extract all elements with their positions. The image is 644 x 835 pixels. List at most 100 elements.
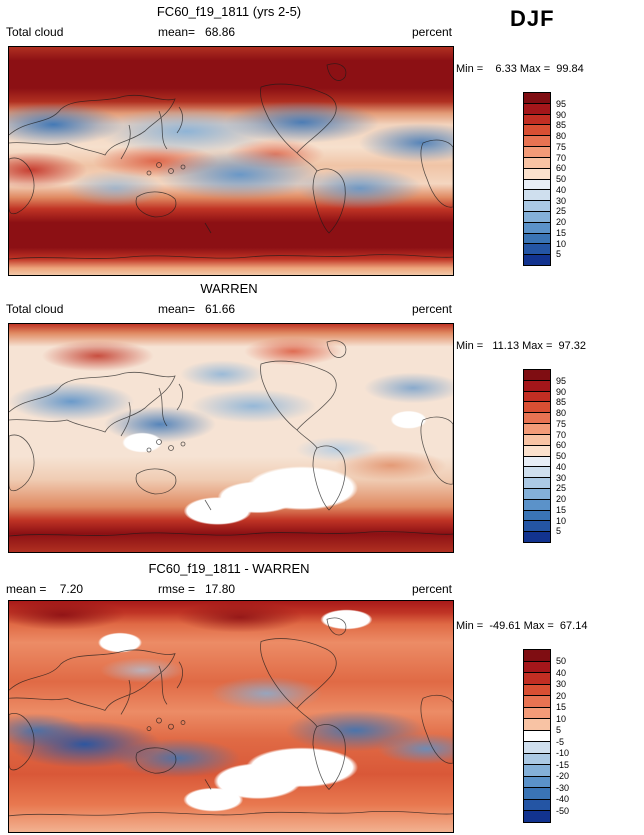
colorbar-cell [524, 390, 550, 402]
colorbar-tick-label: -30 [556, 782, 570, 793]
panel-title: WARREN [200, 281, 258, 296]
colorbar-cell [524, 672, 550, 684]
colorbar-tick-label: 10 [556, 515, 567, 526]
colorbar-cell [524, 531, 550, 542]
colorbar-tick-label: 5 [556, 249, 562, 260]
mean-value: mean= 68.86 [158, 25, 236, 39]
colorbar-cell [524, 752, 550, 765]
colorbar-tick-label: 80 [556, 131, 567, 141]
colorbar-tick-label: 95 [556, 375, 567, 386]
colorbar-tick-label: 85 [556, 120, 567, 131]
colorbar-tick-label: 80 [556, 408, 567, 418]
variable-label: Total cloud [6, 25, 64, 39]
colorbar-cell [524, 232, 550, 244]
colorbar-cell [524, 423, 550, 434]
colorbar-tick-label: -20 [556, 771, 570, 782]
colorbar-cell [524, 487, 550, 499]
colorbar-tick-label: 75 [556, 418, 567, 429]
colorbar-tick-label: 40 [556, 461, 567, 472]
colorbar-cell [524, 135, 550, 147]
colorbar-cell [524, 810, 550, 822]
colorbar-cell [524, 156, 550, 168]
panel-difference: FC60_f19_1811 - WARREN mean = 7.20 rmse … [0, 557, 644, 835]
colorbar-cell [524, 243, 550, 255]
colorbar-cell [524, 370, 550, 380]
colorbar-tick-label: 15 [556, 702, 567, 713]
colorbar-cell [524, 102, 550, 114]
colorbar-tick-label: -40 [556, 794, 570, 805]
variable-label: Total cloud [6, 302, 64, 316]
colorbar: 50 40 30 20 15 10 5 -5 -10 -15 -20 -30 -40 -50 [523, 649, 593, 829]
colorbar-tick-label: 10 [556, 713, 567, 724]
colorbar-cell [524, 210, 550, 222]
colorbar-tick-label: 20 [556, 494, 567, 504]
colorbar-cell [524, 93, 550, 103]
colorbar-cell [524, 444, 550, 456]
colorbar-tick-label: 30 [556, 472, 567, 483]
colorbar-cell [524, 178, 550, 190]
colorbar-tick-label: 20 [556, 217, 567, 227]
colorbar-cell [524, 433, 550, 445]
colorbar-cell [524, 787, 550, 799]
colorbar-cell [524, 146, 550, 157]
colorbar-tick-label: 95 [556, 98, 567, 109]
colorbar-tick-label: 60 [556, 440, 567, 451]
colorbar-cell [524, 660, 550, 673]
colorbar-cell [524, 498, 550, 510]
colorbar-cell [524, 401, 550, 413]
colorbar-cell [524, 729, 550, 742]
colorbar-cell [524, 706, 550, 719]
colorbar-cells [523, 92, 551, 266]
colorbar-cell [524, 200, 550, 211]
minmax-value: Min = 6.33 Max = 99.84 [456, 63, 584, 75]
colorbar-tick-label: 90 [556, 109, 567, 120]
colorbar-cell [524, 113, 550, 125]
colorbar-cell [524, 477, 550, 488]
colorbar-tick-label: -5 [556, 736, 565, 747]
colorbar-tick-label: 50 [556, 451, 567, 461]
colorbar-tick-label: 50 [556, 656, 567, 667]
colorbar-cell [524, 764, 550, 776]
colorbar-tick-label: 60 [556, 163, 567, 174]
colorbar-tick-labels: 95 90 85 80 75 70 60 50 40 30 25 20 15 10 5 [556, 370, 590, 542]
colorbar-tick-label: 70 [556, 429, 567, 440]
map-plot [8, 46, 454, 276]
colorbar-cell [524, 741, 550, 753]
colorbar-tick-label: 50 [556, 174, 567, 184]
colorbar-tick-label: -10 [556, 748, 570, 759]
colorbar-cells [523, 369, 551, 543]
colorbar-tick-label: 30 [556, 195, 567, 206]
colorbar-cell [524, 221, 550, 233]
coastlines-overlay [9, 617, 453, 817]
colorbar-tick-label: 40 [556, 667, 567, 678]
colorbar: 95 90 85 80 75 70 60 50 40 30 25 20 15 10 5 [523, 92, 593, 272]
stats-row: mean = 7.20 rmse = 17.80 percent [6, 582, 452, 596]
panel-model: FC60_f19_1811 (yrs 2-5) Total cloud mean… [0, 0, 644, 278]
colorbar-tick-label: 15 [556, 504, 567, 515]
colorbar-cell [524, 650, 550, 661]
colorbar-cell [524, 124, 550, 136]
colorbar-cell [524, 466, 550, 478]
coastlines-overlay [9, 340, 453, 537]
mean-value: mean = 7.20 [6, 582, 84, 596]
colorbar-tick-label: -15 [556, 759, 570, 770]
colorbar-cell [524, 189, 550, 201]
units-label: percent [411, 582, 452, 596]
map-plot [8, 323, 454, 553]
colorbar-tick-labels: 50 40 30 20 15 10 5 -5 -10 -15 -20 -30 -40 -50 [556, 650, 590, 822]
colorbar-tick-label: 25 [556, 206, 567, 217]
colorbar-tick-label: 85 [556, 397, 567, 408]
minmax-value: Min = -49.61 Max = 67.14 [456, 620, 588, 632]
colorbar-cell [524, 798, 550, 811]
colorbar-cell [524, 718, 550, 730]
colorbar-tick-label: 15 [556, 227, 567, 238]
colorbar-cell [524, 775, 550, 788]
colorbar-tick-label: 70 [556, 152, 567, 163]
colorbar-cell [524, 379, 550, 391]
colorbar-tick-label: 5 [556, 526, 562, 537]
colorbar-cell [524, 412, 550, 424]
colorbar-cell [524, 683, 550, 696]
colorbar: 95 90 85 80 75 70 60 50 40 30 25 20 15 10 5 [523, 369, 593, 549]
colorbar-tick-label: 20 [556, 690, 567, 701]
